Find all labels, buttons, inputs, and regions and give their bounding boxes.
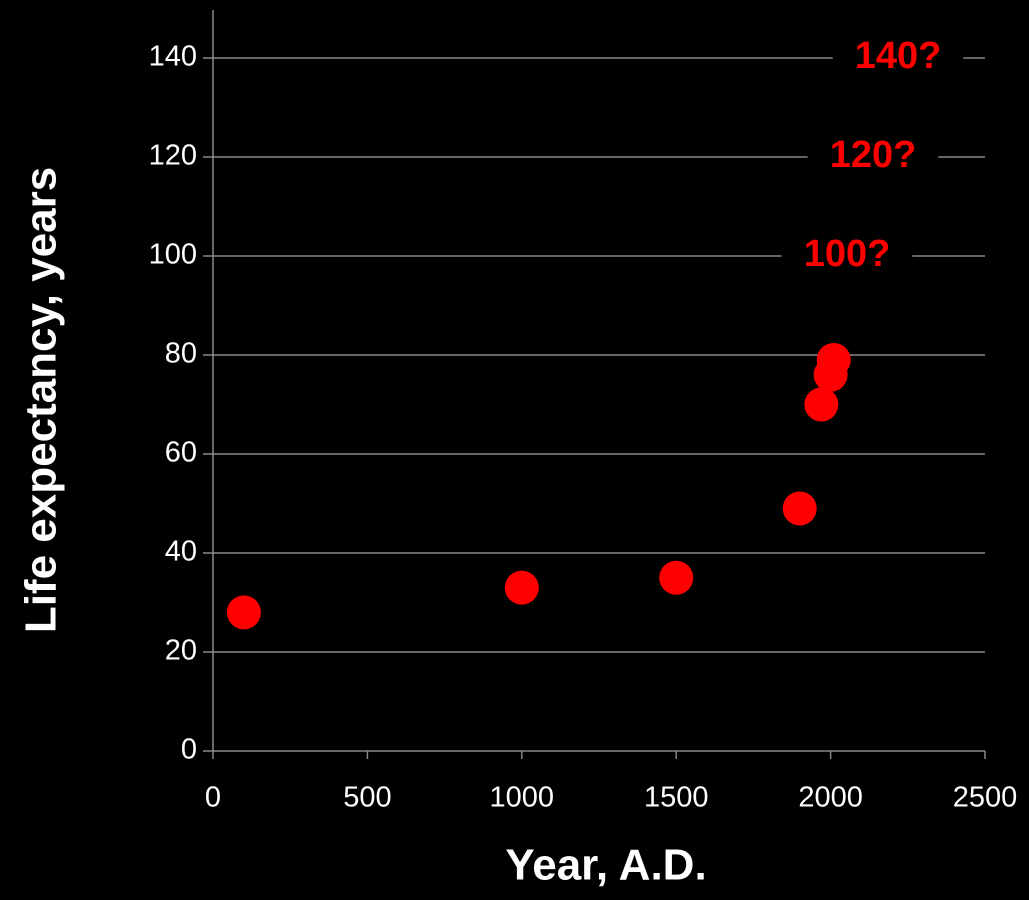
point [804,387,839,422]
y-tick-label: 140 [149,41,197,73]
annotation: 100? [804,233,891,275]
x-axis-title: Year, A.D. [505,841,706,890]
point [504,570,539,605]
y-tick-label: 120 [149,140,197,172]
annotation: 120? [830,134,917,176]
y-tick-label: 40 [165,536,197,568]
annotation-background [807,134,939,177]
point [782,491,817,526]
y-axis-title: Life expectancy, years [17,167,66,633]
y-tick-label: 80 [165,338,197,370]
point [816,342,851,377]
y-tick-label: 100 [149,239,197,271]
point [226,595,261,630]
x-tick-label: 1000 [490,782,555,814]
x-tick-label: 1500 [644,782,709,814]
annotations: 140? 120? 100? [781,35,964,276]
y-tick-label: 60 [165,437,197,469]
annotation-background [832,35,964,78]
x-tick-label: 0 [205,782,221,814]
x-tick-label: 500 [343,782,391,814]
point [659,560,694,595]
annotation: 140? [855,35,942,77]
y-tick-label: 20 [165,635,197,667]
x-tick-label: 2000 [798,782,863,814]
annotation-background [781,233,913,276]
x-tick-label: 2500 [953,782,1018,814]
y-tick-label: 0 [181,734,197,766]
